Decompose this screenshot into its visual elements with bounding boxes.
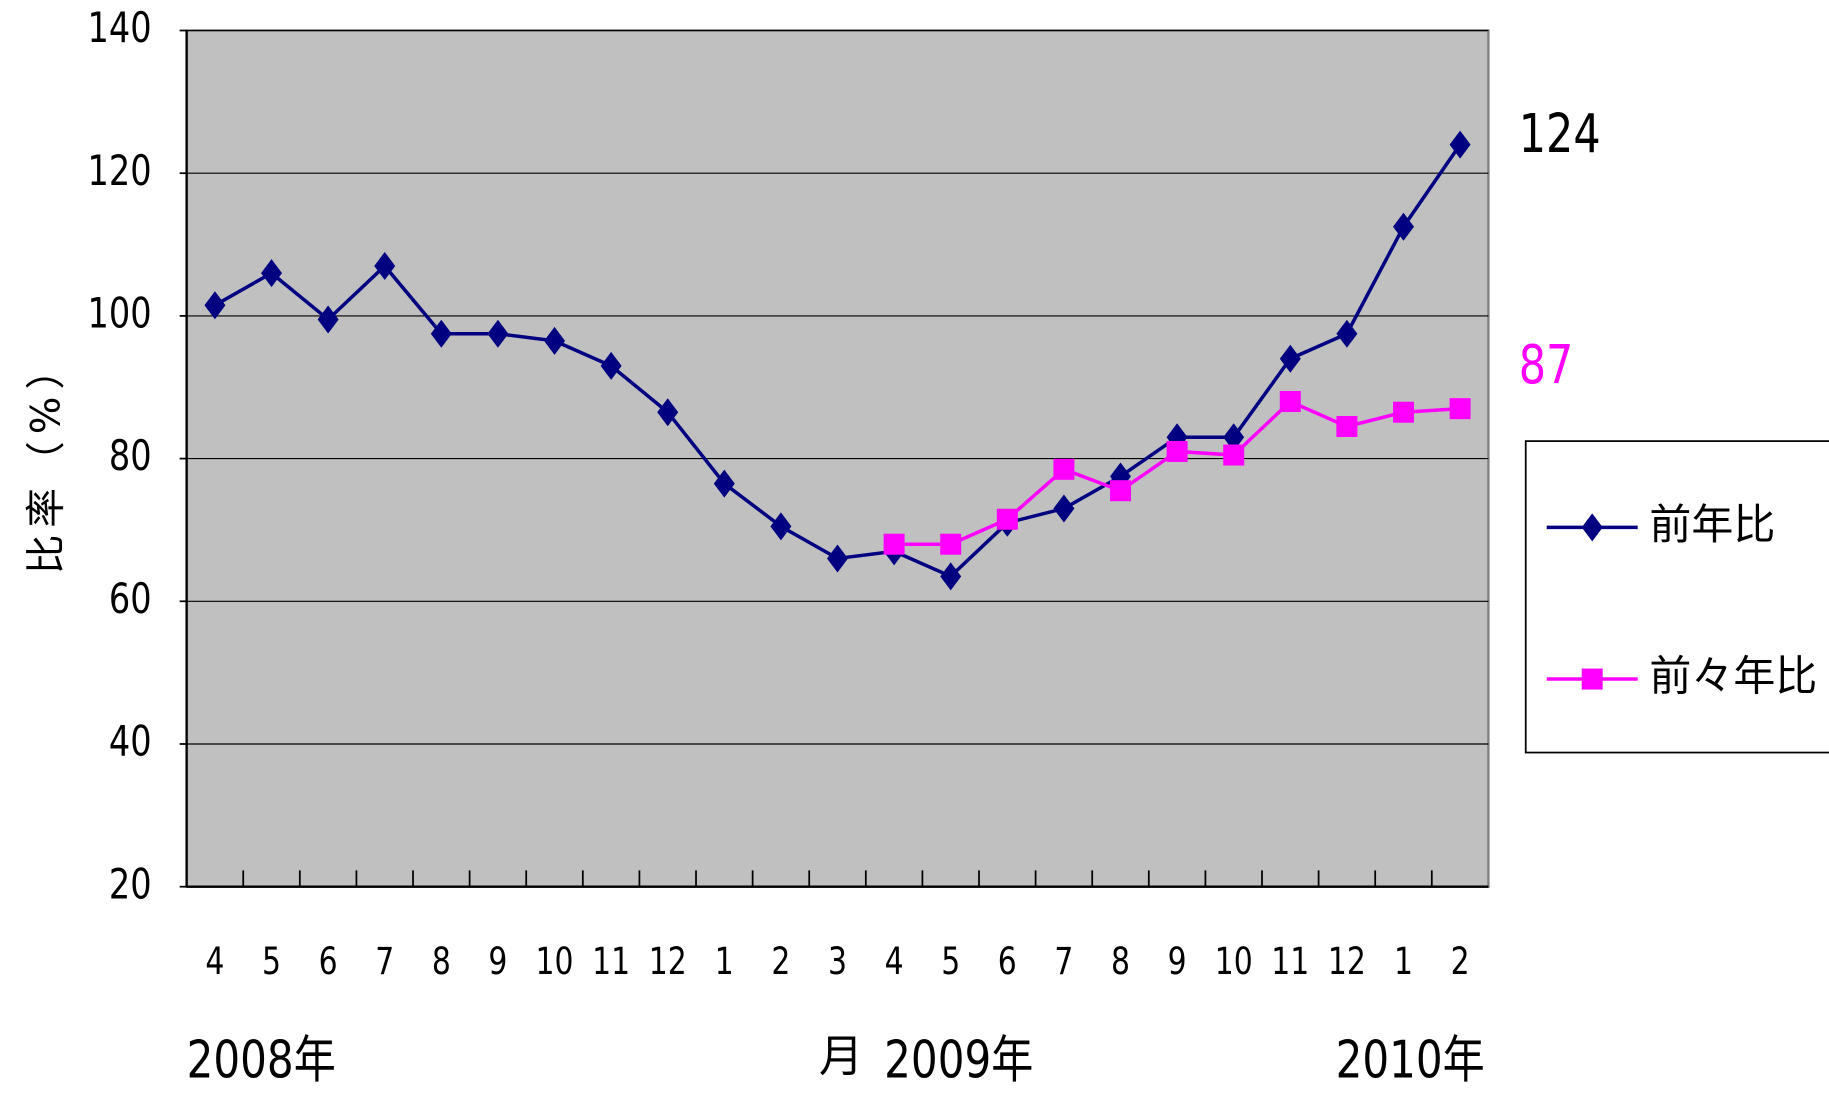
legend-label: 前年比 [1649, 500, 1775, 549]
x-tick-label: 6 [319, 940, 338, 983]
y-axis-title: 比率（%） [23, 343, 69, 574]
data-point [1166, 440, 1188, 462]
x-tick-label: 10 [1215, 940, 1253, 983]
x-tick-label: 12 [649, 940, 687, 983]
data-point [996, 508, 1018, 530]
y-tick-label: 140 [88, 3, 152, 52]
data-point [1053, 458, 1075, 480]
x-tick-label: 9 [488, 940, 507, 983]
data-point [657, 398, 679, 427]
x-tick-label: 8 [1111, 940, 1130, 983]
y-tick-label: 100 [88, 289, 152, 338]
data-point [1392, 401, 1414, 423]
x-tick-label: 12 [1328, 940, 1366, 983]
x-unit-label: 月 [819, 1031, 863, 1082]
x-tick-label: 7 [1054, 940, 1073, 983]
x-tick-label: 1 [1394, 940, 1413, 983]
data-point [544, 326, 566, 355]
data-point [1223, 444, 1245, 466]
x-tick-label: 4 [885, 940, 904, 983]
legend-marker [1581, 513, 1603, 542]
data-point [1053, 494, 1075, 523]
data-point [1336, 415, 1358, 437]
data-point [261, 259, 283, 288]
year-label: 2010年 [1336, 1031, 1485, 1091]
data-label: 87 [1519, 335, 1574, 397]
y-tick-label: 20 [109, 860, 152, 909]
x-tick-label: 8 [432, 940, 451, 983]
x-tick-label: 9 [1168, 940, 1187, 983]
data-point [374, 251, 396, 280]
x-tick-label: 11 [592, 940, 630, 983]
y-tick-label: 60 [109, 574, 152, 623]
x-tick-label: 3 [828, 940, 847, 983]
data-label: 124 [1519, 104, 1601, 166]
x-tick-label: 11 [1271, 940, 1309, 983]
year-label: 2008年 [187, 1031, 336, 1091]
x-tick-label: 4 [205, 940, 224, 983]
x-tick-label: 10 [536, 940, 574, 983]
data-point [940, 533, 962, 555]
data-point [1449, 398, 1471, 420]
x-tick-label: 1 [715, 940, 734, 983]
data-point [600, 351, 622, 380]
data-point [713, 469, 735, 498]
data-point [1392, 212, 1414, 241]
legend-marker [1581, 668, 1603, 690]
data-point [1279, 391, 1301, 413]
data-point [430, 319, 452, 348]
data-point [1110, 480, 1132, 502]
legend-label: 前々年比 [1649, 652, 1817, 701]
x-tick-label: 2 [771, 940, 790, 983]
x-tick-label: 6 [998, 940, 1017, 983]
year-label: 2009年 [884, 1031, 1033, 1091]
data-point [883, 533, 905, 555]
y-tick-label: 80 [109, 432, 152, 481]
y-tick-label: 120 [88, 146, 152, 195]
legend-box [1524, 440, 1829, 754]
x-tick-label: 7 [375, 940, 394, 983]
data-point [940, 562, 962, 591]
data-point [204, 291, 226, 320]
y-tick-label: 40 [109, 717, 152, 766]
x-tick-label: 5 [941, 940, 960, 983]
data-point [487, 319, 509, 348]
data-point [1336, 319, 1358, 348]
x-tick-label: 5 [262, 940, 281, 983]
x-tick-label: 2 [1451, 940, 1470, 983]
